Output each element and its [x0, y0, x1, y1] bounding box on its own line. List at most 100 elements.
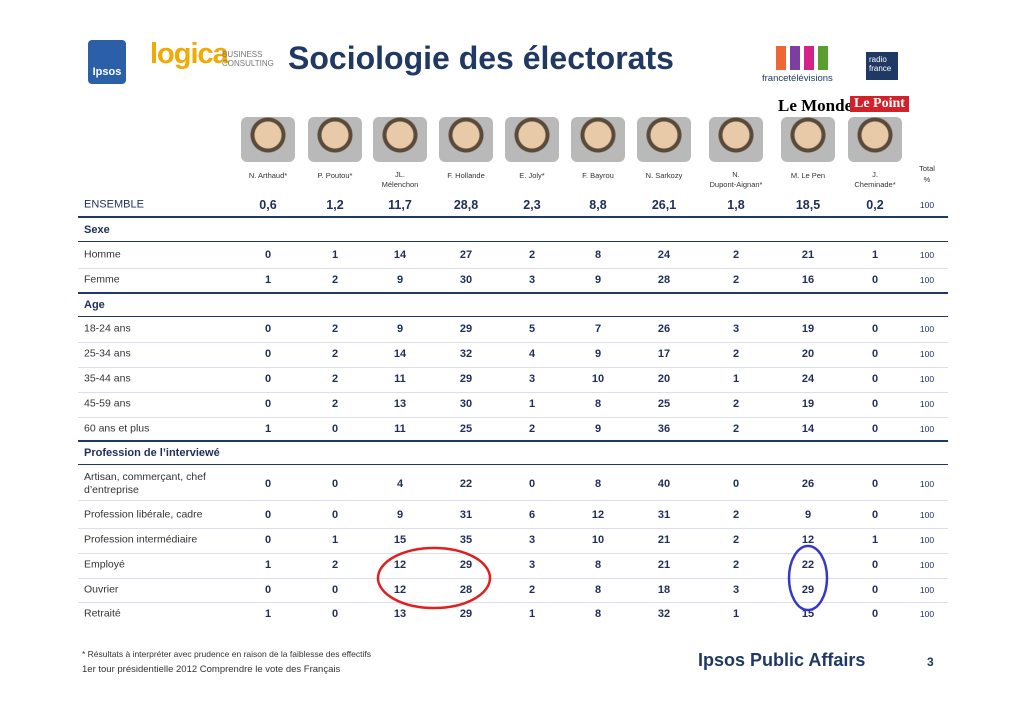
column-header: M. Le Pen: [790, 171, 826, 180]
cell: 16: [801, 274, 815, 286]
cell: 3: [732, 584, 740, 596]
cell: 9: [594, 423, 602, 435]
cell: 25: [657, 398, 671, 410]
cell: 0: [264, 249, 272, 261]
rule: [78, 292, 948, 294]
cell: 1: [331, 534, 339, 546]
cell: 0: [871, 373, 879, 385]
cell: 3: [528, 534, 536, 546]
cell: 0: [871, 584, 879, 596]
cell: 1: [528, 608, 536, 620]
cell: 2: [331, 559, 339, 571]
cell: 0: [264, 534, 272, 546]
le-monde: Le Monde: [778, 96, 853, 115]
ftv-text: francetélévisions: [762, 73, 833, 84]
cell: 27: [459, 249, 473, 261]
cell: 15: [801, 608, 815, 620]
row-label: Femme: [84, 273, 120, 286]
cell: 12: [393, 559, 407, 571]
candidate-photo: [308, 117, 362, 162]
cell: 0: [871, 323, 879, 335]
cell: 0: [871, 509, 879, 521]
row-label: Ouvrier: [84, 583, 119, 596]
cell: 15: [393, 534, 407, 546]
candidate-photo: [637, 117, 691, 162]
cell: 22: [459, 478, 473, 490]
cell: 1: [732, 373, 740, 385]
cell: 2: [331, 398, 339, 410]
cell: 0: [871, 348, 879, 360]
cell: 12: [801, 534, 815, 546]
cell: 2: [528, 249, 536, 261]
cell: 12: [393, 584, 407, 596]
cell: 2: [732, 509, 740, 521]
cell: 24: [657, 249, 671, 261]
page-number: 3: [927, 655, 934, 669]
rule: [78, 316, 948, 317]
cell: 19: [801, 323, 815, 335]
row-label: 18-24 ans: [84, 322, 131, 335]
cell: 11: [394, 373, 406, 385]
cell: 28,8: [453, 198, 479, 212]
cell: 32: [657, 608, 671, 620]
cell: 17: [657, 348, 671, 360]
cell: 10: [591, 373, 605, 385]
cell: 0: [264, 584, 272, 596]
cell: 8: [594, 559, 602, 571]
brand: Ipsos Public Affairs: [698, 650, 866, 670]
cell: 2: [528, 584, 536, 596]
cell: 36: [657, 423, 671, 435]
cell: 5: [528, 323, 536, 335]
row-label: Retraité: [84, 607, 121, 620]
cell: 1: [871, 249, 879, 261]
cell: 31: [459, 509, 473, 521]
radio-france: radio france: [866, 52, 898, 80]
cell: 0: [264, 398, 272, 410]
logica-logo: logica: [150, 38, 229, 70]
cell: 2: [732, 398, 740, 410]
cell: 2: [528, 423, 536, 435]
cell: 14: [393, 348, 407, 360]
ipsos-logo-text: Ipsos: [92, 66, 122, 78]
candidate-photo: [439, 117, 493, 162]
source: 1er tour présidentielle 2012 Comprendre …: [82, 664, 341, 675]
row-line: [78, 417, 948, 418]
cell: 0: [331, 478, 339, 490]
total-cell: 100: [919, 424, 935, 434]
cell: 0: [871, 423, 879, 435]
cell: 26,1: [651, 198, 677, 212]
cell: 0: [264, 509, 272, 521]
candidate-photo: [241, 117, 295, 162]
row-line: [78, 367, 948, 368]
cell: 14: [801, 423, 815, 435]
total-cell: 100: [919, 250, 935, 260]
section-title: Profession de l’interviewé: [84, 447, 220, 459]
row-line: [78, 500, 948, 501]
cell: 22: [801, 559, 815, 571]
cell: 11: [394, 423, 406, 435]
cell: 8: [594, 584, 602, 596]
cell: 29: [459, 373, 473, 385]
row-label: Employé: [84, 558, 125, 571]
cell: 3: [528, 274, 536, 286]
cell: 29: [801, 584, 815, 596]
cell: 28: [459, 584, 473, 596]
section-title: Sexe: [84, 224, 110, 236]
cell: 0: [264, 348, 272, 360]
cell: 3: [528, 559, 536, 571]
row-label: Homme: [84, 248, 121, 261]
cell: 24: [801, 373, 815, 385]
cell: 21: [801, 249, 815, 261]
cell: 0: [264, 373, 272, 385]
cell: 20: [801, 348, 815, 360]
cell: 7: [594, 323, 602, 335]
cell: 6: [528, 509, 536, 521]
ftv-bars: [776, 46, 836, 70]
column-header: E. Joly*: [519, 171, 545, 180]
rule: [78, 216, 948, 218]
rule: [78, 241, 948, 242]
cell: 19: [801, 398, 815, 410]
total-cell: 100: [919, 479, 935, 489]
cell: 18,5: [795, 198, 821, 212]
logica-subtitle: BUSINESS CONSULTING: [222, 50, 274, 68]
